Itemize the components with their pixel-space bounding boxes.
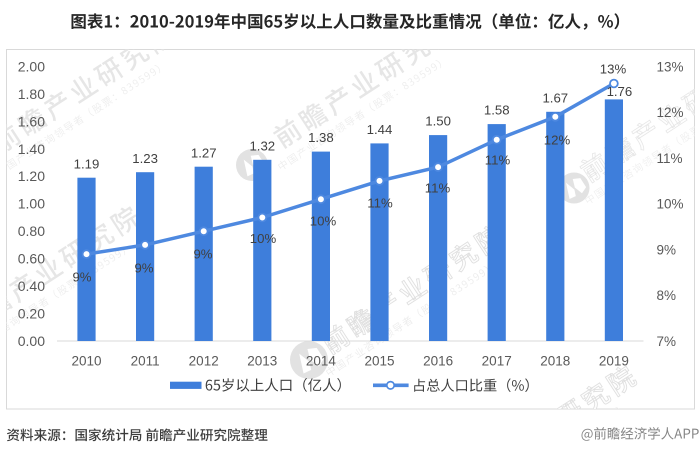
svg-text:13%: 13% (657, 59, 684, 74)
svg-text:2.00: 2.00 (18, 58, 45, 74)
svg-text:1.38: 1.38 (308, 130, 334, 145)
svg-text:8%: 8% (657, 288, 677, 303)
svg-text:9%: 9% (72, 270, 91, 285)
svg-text:12%: 12% (544, 133, 571, 148)
svg-text:10%: 10% (657, 197, 684, 212)
svg-text:1.40: 1.40 (18, 141, 45, 157)
svg-text:0.20: 0.20 (18, 305, 45, 321)
svg-text:1.20: 1.20 (18, 168, 45, 184)
svg-text:9%: 9% (134, 261, 153, 276)
svg-text:1.00: 1.00 (18, 196, 45, 212)
svg-text:1.67: 1.67 (542, 90, 568, 105)
svg-text:10%: 10% (250, 231, 277, 246)
svg-text:1.19: 1.19 (74, 156, 100, 171)
svg-text:1.80: 1.80 (18, 86, 45, 102)
svg-text:2017: 2017 (482, 353, 512, 368)
svg-text:2011: 2011 (131, 353, 160, 368)
svg-text:2010: 2010 (71, 353, 101, 368)
svg-text:7%: 7% (657, 334, 677, 349)
svg-text:1.44: 1.44 (367, 122, 393, 137)
svg-text:2015: 2015 (364, 353, 394, 368)
svg-text:11%: 11% (425, 181, 451, 196)
svg-text:1.76: 1.76 (607, 84, 633, 99)
svg-text:2014: 2014 (306, 353, 337, 368)
svg-text:2012: 2012 (189, 353, 219, 368)
svg-text:11%: 11% (657, 151, 683, 166)
svg-text:1.60: 1.60 (18, 113, 45, 129)
svg-text:2016: 2016 (423, 353, 453, 368)
svg-text:11%: 11% (485, 153, 511, 168)
svg-text:9%: 9% (657, 242, 677, 257)
svg-text:0.00: 0.00 (18, 333, 45, 349)
svg-text:0.60: 0.60 (18, 251, 45, 267)
svg-text:1.58: 1.58 (484, 103, 510, 118)
svg-text:9%: 9% (193, 247, 212, 262)
svg-text:13%: 13% (600, 62, 627, 77)
svg-text:11%: 11% (367, 196, 393, 211)
svg-text:1.50: 1.50 (425, 114, 451, 129)
svg-text:2019: 2019 (599, 353, 629, 368)
svg-text:12%: 12% (657, 105, 684, 120)
svg-text:0.80: 0.80 (18, 223, 45, 239)
svg-text:0.40: 0.40 (18, 278, 45, 294)
svg-text:1.27: 1.27 (191, 145, 217, 160)
svg-text:10%: 10% (310, 214, 337, 229)
svg-text:1.32: 1.32 (249, 138, 275, 153)
svg-text:2013: 2013 (247, 353, 277, 368)
svg-text:1.23: 1.23 (132, 151, 158, 166)
svg-text:2018: 2018 (540, 353, 570, 368)
